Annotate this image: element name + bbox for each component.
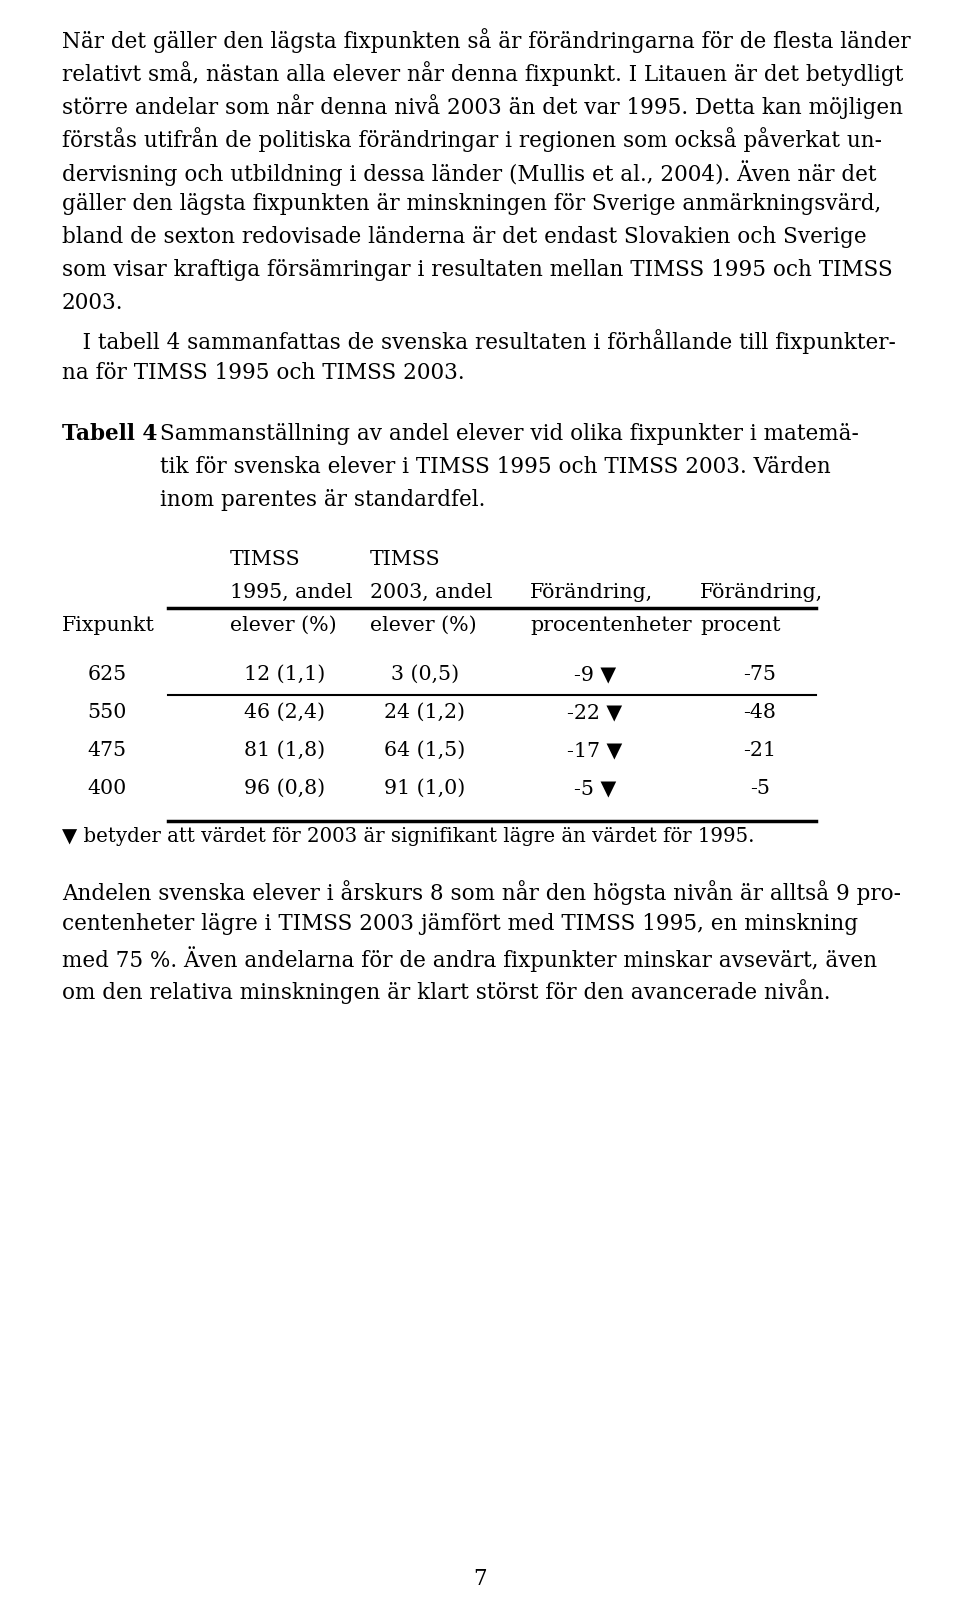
Text: 24 (1,2): 24 (1,2) [385,703,466,723]
Text: När det gäller den lägsta fixpunkten så är förändringarna för de flesta länder: När det gäller den lägsta fixpunkten så … [62,27,911,53]
Text: Förändring,: Förändring, [700,583,823,602]
Text: inom parentes är standardfel.: inom parentes är standardfel. [160,489,486,511]
Text: na för TIMSS 1995 och TIMSS 2003.: na för TIMSS 1995 och TIMSS 2003. [62,362,465,384]
Text: -17 ▼: -17 ▼ [567,742,623,759]
Text: 64 (1,5): 64 (1,5) [384,742,466,759]
Text: 475: 475 [87,742,127,759]
Text: 81 (1,8): 81 (1,8) [245,742,325,759]
Text: TIMSS: TIMSS [230,549,300,569]
Text: 46 (2,4): 46 (2,4) [245,703,325,723]
Text: procent: procent [700,617,780,634]
Text: större andelar som når denna nivå 2003 än det var 1995. Detta kan möjligen: större andelar som når denna nivå 2003 ä… [62,95,903,119]
Text: 1995, andel: 1995, andel [230,583,352,602]
Text: procentenheter: procentenheter [530,617,691,634]
Text: TIMSS: TIMSS [370,549,441,569]
Text: gäller den lägsta fixpunkten är minskningen för Sverige anmärkningsvärd,: gäller den lägsta fixpunkten är minsknin… [62,192,881,215]
Text: relativt små, nästan alla elever når denna fixpunkt. I Litauen är det betydligt: relativt små, nästan alla elever når den… [62,61,903,87]
Text: med 75 %. Även andelarna för de andra fixpunkter minskar avsevärt, även: med 75 %. Även andelarna för de andra fi… [62,947,877,972]
Text: Andelen svenska elever i årskurs 8 som når den högsta nivån är alltså 9 pro-: Andelen svenska elever i årskurs 8 som n… [62,879,901,905]
Text: -21: -21 [743,742,777,759]
Text: I tabell 4 sammanfattas de svenska resultaten i förhållande till fixpunkter-: I tabell 4 sammanfattas de svenska resul… [62,328,896,354]
Text: 550: 550 [87,703,127,723]
Text: 2003, andel: 2003, andel [370,583,492,602]
Text: 400: 400 [87,779,127,798]
Text: 7: 7 [473,1568,487,1591]
Text: Tabell 4: Tabell 4 [62,423,157,445]
Text: -75: -75 [743,665,777,684]
Text: 91 (1,0): 91 (1,0) [384,779,466,798]
Text: bland de sexton redovisade länderna är det endast Slovakien och Sverige: bland de sexton redovisade länderna är d… [62,226,867,248]
Text: 12 (1,1): 12 (1,1) [245,665,325,684]
Text: Sammanställning av andel elever vid olika fixpunkter i matemä-: Sammanställning av andel elever vid olik… [160,423,859,445]
Text: -5: -5 [750,779,770,798]
Text: -5 ▼: -5 ▼ [574,779,616,798]
Text: om den relativa minskningen är klart störst för den avancerade nivån.: om den relativa minskningen är klart stö… [62,979,830,1004]
Text: Förändring,: Förändring, [530,583,653,602]
Text: centenheter lägre i TIMSS 2003 jämfört med TIMSS 1995, en minskning: centenheter lägre i TIMSS 2003 jämfört m… [62,913,858,936]
Text: -22 ▼: -22 ▼ [567,703,623,723]
Text: 3 (0,5): 3 (0,5) [391,665,459,684]
Text: som visar kraftiga försämringar i resultaten mellan TIMSS 1995 och TIMSS: som visar kraftiga försämringar i result… [62,260,893,280]
Text: Fixpunkt: Fixpunkt [62,617,155,634]
Text: tik för svenska elever i TIMSS 1995 och TIMSS 2003. Värden: tik för svenska elever i TIMSS 1995 och … [160,457,830,477]
Text: förstås utifrån de politiska förändringar i regionen som också påverkat un-: förstås utifrån de politiska förändringa… [62,127,882,152]
Text: ▼ betyder att värdet för 2003 är signifikant lägre än värdet för 1995.: ▼ betyder att värdet för 2003 är signifi… [62,827,755,846]
Text: 2003.: 2003. [62,292,124,314]
Text: 625: 625 [87,665,127,684]
Text: -9 ▼: -9 ▼ [574,665,616,684]
Text: -48: -48 [744,703,777,723]
Text: dervisning och utbildning i dessa länder (Mullis et al., 2004). Även när det: dervisning och utbildning i dessa länder… [62,160,876,186]
Text: 96 (0,8): 96 (0,8) [245,779,325,798]
Text: elever (%): elever (%) [230,617,337,634]
Text: elever (%): elever (%) [370,617,476,634]
